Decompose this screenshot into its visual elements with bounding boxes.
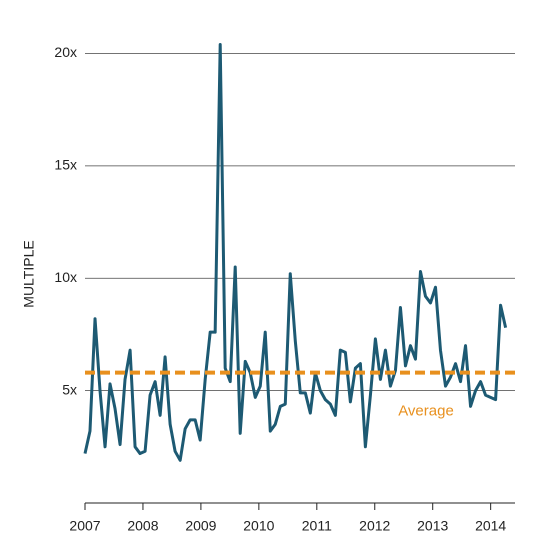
y-tick-label: 15x	[54, 157, 77, 173]
x-tick-label: 2011	[302, 518, 332, 534]
x-tick-label: 2008	[127, 518, 158, 534]
series-line	[83, 42, 508, 462]
y-axis-label: MULTIPLE	[21, 240, 37, 307]
y-tick-label: 5x	[62, 381, 77, 397]
y-tick-label: 10x	[54, 269, 77, 285]
x-tick-label: 2013	[417, 518, 448, 534]
x-tick-label: 2010	[243, 518, 274, 534]
x-tick-label: 2009	[185, 518, 216, 534]
x-tick-label: 2007	[69, 518, 100, 534]
x-tick-label: 2012	[359, 518, 390, 534]
y-tick-label: 20x	[54, 44, 77, 60]
x-tick-label: 2014	[475, 518, 506, 534]
average-label: Average	[398, 403, 454, 420]
